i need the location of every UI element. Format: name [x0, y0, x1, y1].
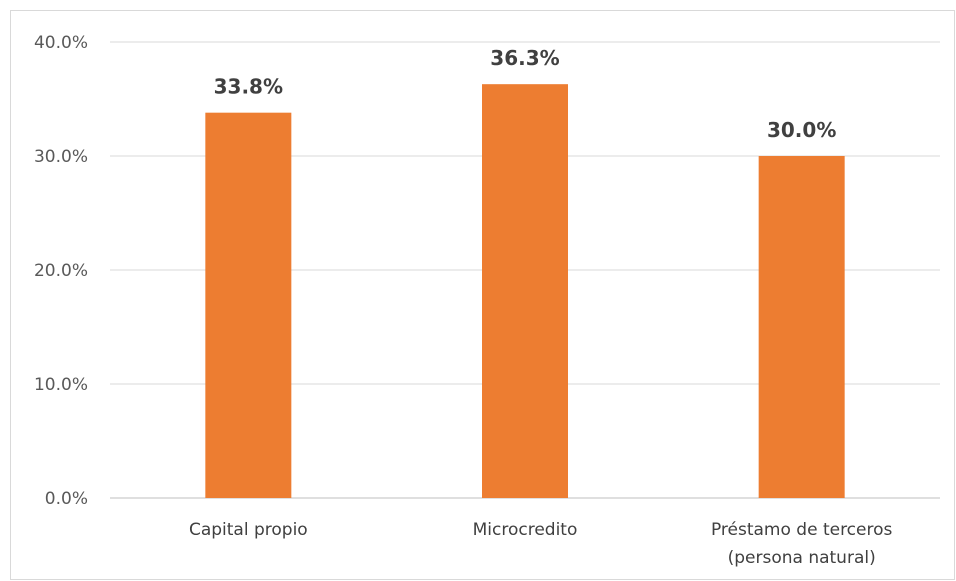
data-label: 33.8%	[214, 75, 283, 99]
y-tick-label: 10.0%	[34, 375, 88, 395]
bar	[482, 84, 568, 499]
x-category-label: Microcredito	[473, 520, 578, 540]
y-axis-tick-labels: 0.0% 10.0% 20.0% 30.0% 40.0%	[34, 33, 88, 509]
bar	[758, 156, 845, 498]
data-label: 30.0%	[767, 118, 836, 142]
bars	[205, 84, 845, 499]
data-label: 36.3%	[490, 46, 559, 70]
x-axis-category-labels: Capital propio Microcredito Préstamo de te…	[189, 520, 893, 568]
x-category-label: Préstamo de terceros	[711, 520, 893, 540]
x-category-label: Capital propio	[189, 520, 308, 540]
data-labels: 33.8% 36.3% 30.0%	[214, 46, 837, 142]
y-tick-label: 30.0%	[34, 147, 88, 167]
y-tick-label: 40.0%	[34, 33, 88, 53]
bar	[205, 112, 292, 499]
x-category-label: (persona natural)	[728, 548, 876, 568]
y-tick-label: 0.0%	[45, 489, 88, 509]
y-tick-label: 20.0%	[34, 261, 88, 281]
